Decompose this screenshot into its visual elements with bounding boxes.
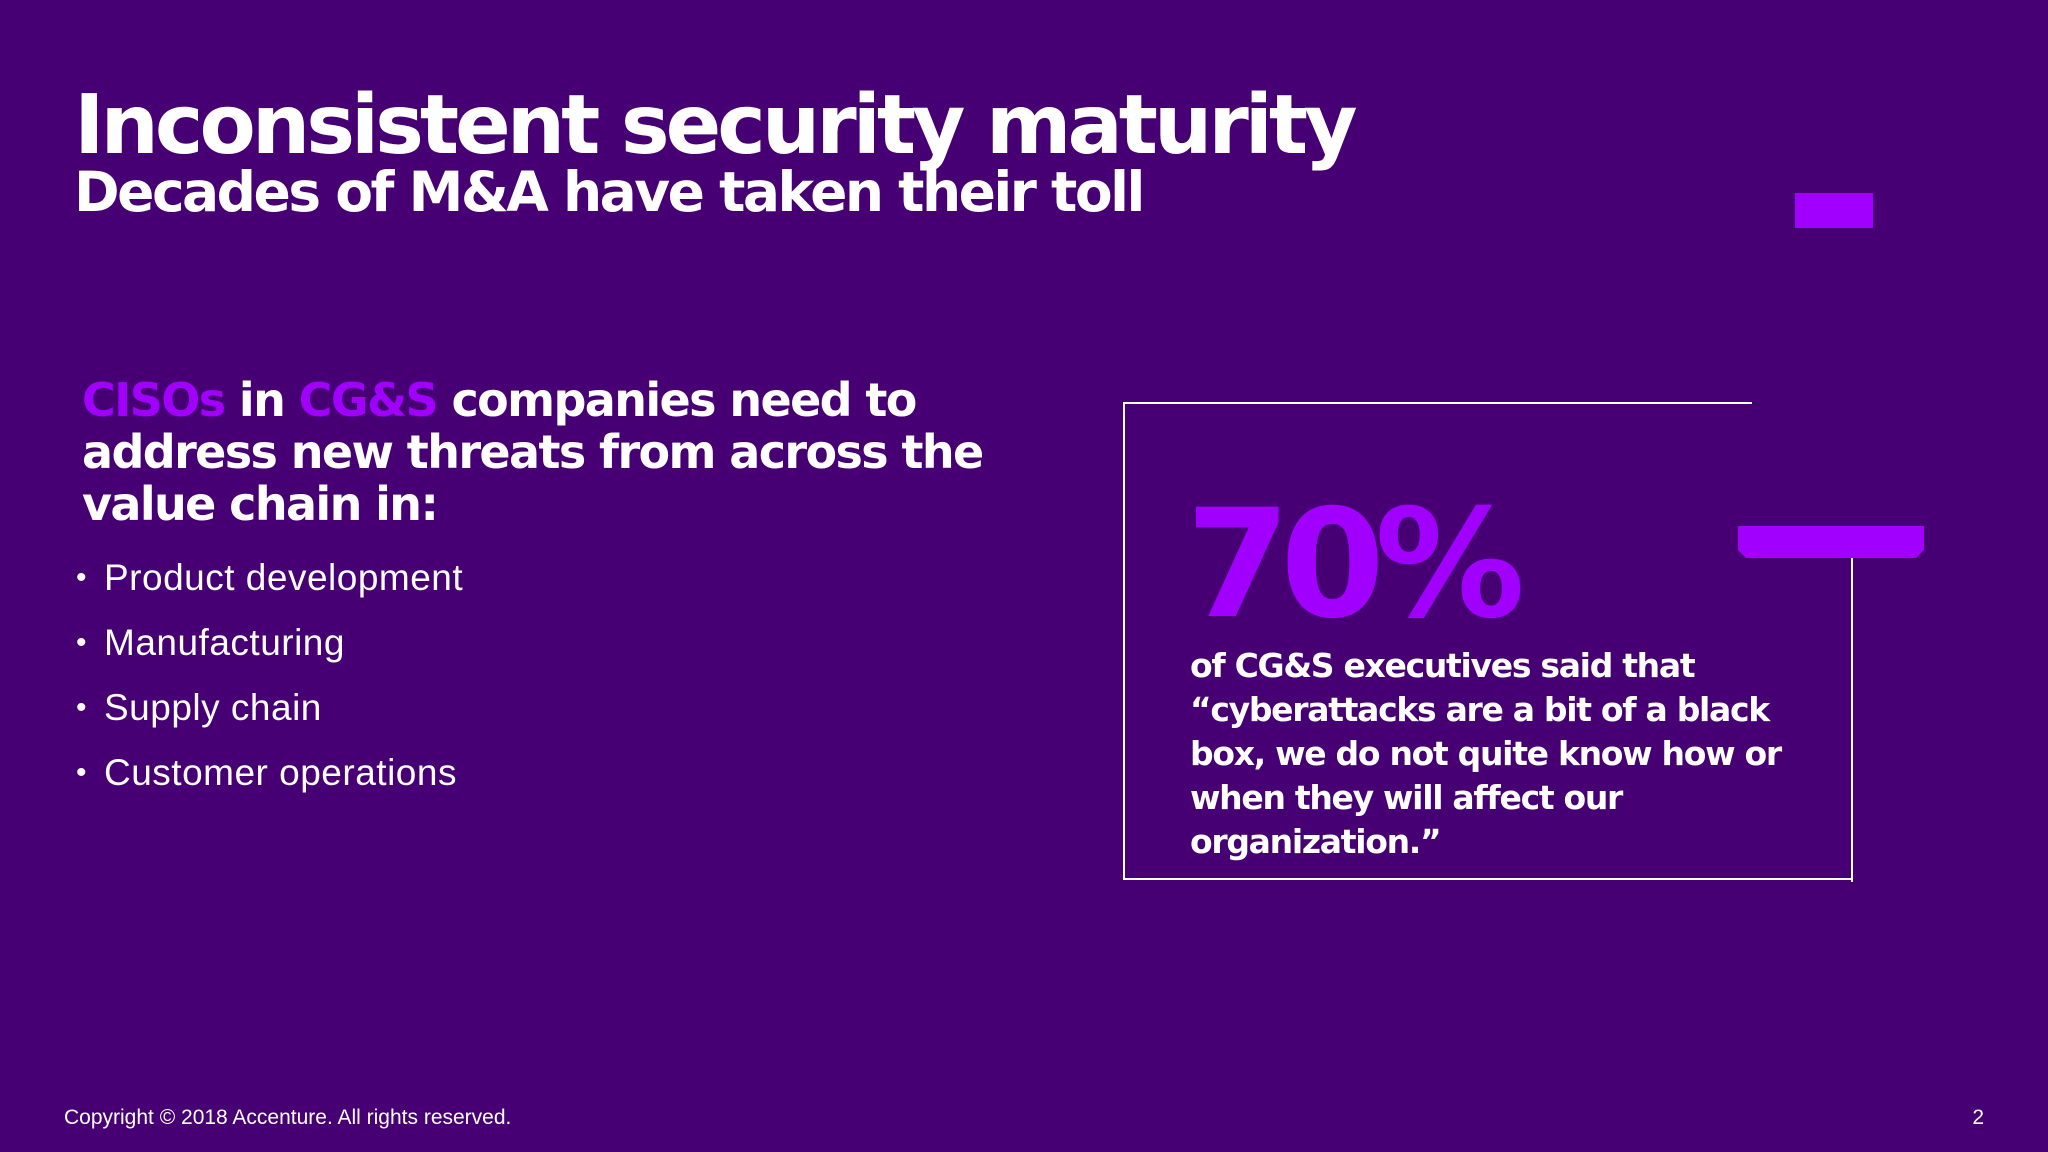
bullet-text: Product development xyxy=(104,557,464,598)
stat-quote: of CG&S executives said that “cyberattac… xyxy=(1190,646,1782,861)
page-number: 2 xyxy=(1972,1106,1984,1129)
accent-block xyxy=(1795,193,1873,228)
bullet-item: • Customer operations xyxy=(72,740,463,805)
lead-highlight-cisos: CISOs xyxy=(82,373,226,427)
lead-text-rest: companies need to address new threats fr… xyxy=(82,373,984,531)
lead-highlight-cgs: CG&S xyxy=(298,373,439,427)
slide-title: Inconsistent security maturity xyxy=(74,78,1358,173)
bullet-text: Manufacturing xyxy=(104,622,345,663)
bullet-item: • Manufacturing xyxy=(72,610,463,675)
bullet-item: • Product development xyxy=(72,545,463,610)
bullet-dot-icon: • xyxy=(76,561,88,594)
stat-number: 70% xyxy=(1186,478,1525,652)
bullet-text: Supply chain xyxy=(104,687,322,728)
stat-box-frame xyxy=(1123,402,1852,880)
stat-box-top-border xyxy=(1123,402,1752,404)
accent-bracket-icon xyxy=(1738,526,1924,558)
bullet-dot-icon: • xyxy=(76,691,88,724)
bullet-item: • Supply chain xyxy=(72,675,463,740)
lead-text-in: in xyxy=(224,373,299,427)
bullet-text: Customer operations xyxy=(104,752,457,793)
footer-copyright: Copyright © 2018 Accenture. All rights r… xyxy=(64,1106,512,1129)
lead-paragraph: CISOs in CG&S companies need to address … xyxy=(82,374,1022,530)
slide-subtitle: Decades of M&A have taken their toll xyxy=(74,160,1145,224)
bullet-list: • Product development • Manufacturing • Sup… xyxy=(72,545,463,805)
stat-box-right-border xyxy=(1851,556,1853,882)
bullet-dot-icon: • xyxy=(76,626,88,659)
bullet-dot-icon: • xyxy=(76,756,88,789)
